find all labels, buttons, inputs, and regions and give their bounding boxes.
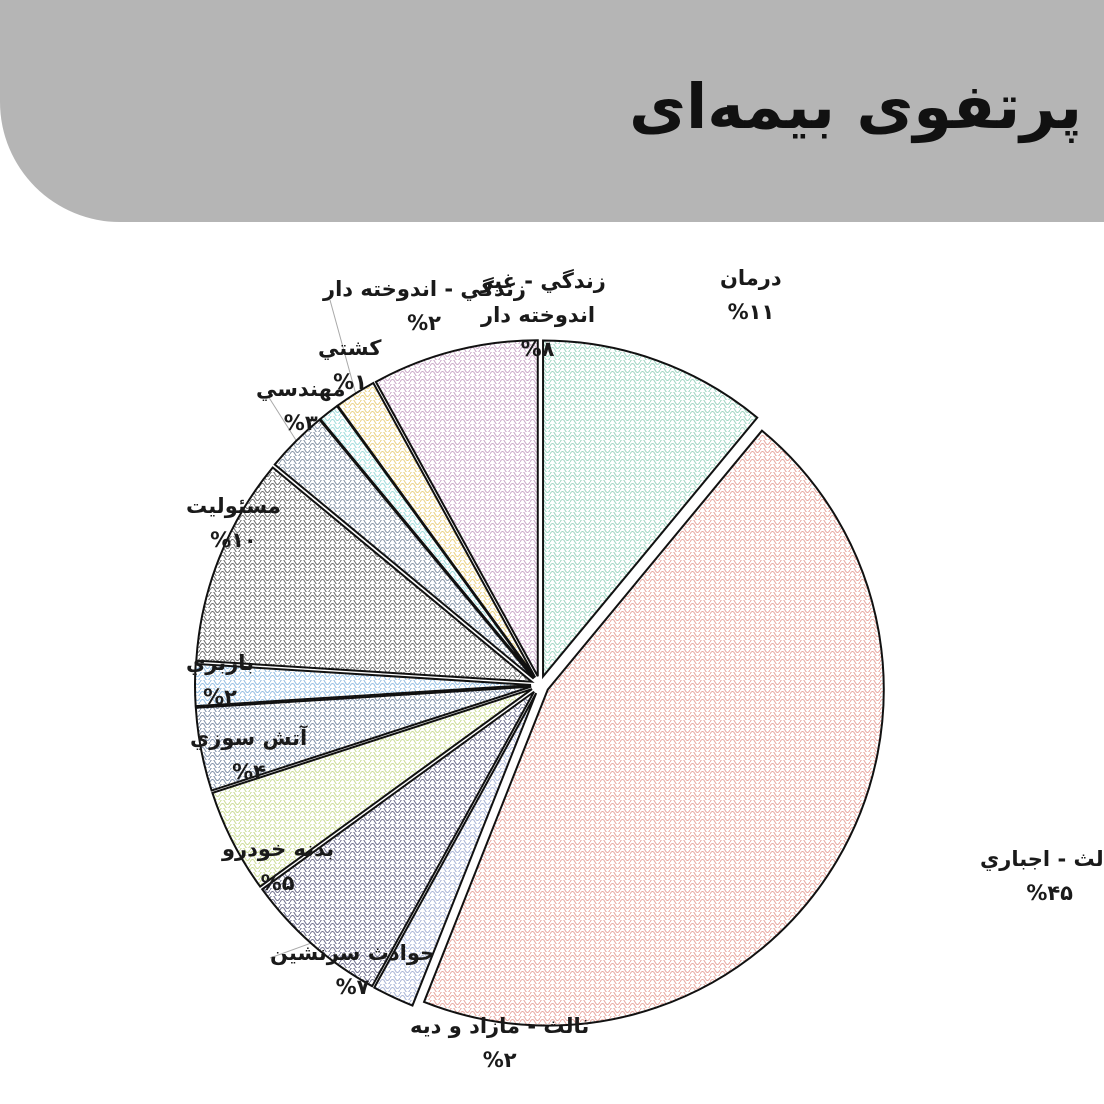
pie-slice <box>273 418 535 680</box>
pie-slice <box>195 466 535 683</box>
leader-line <box>269 941 314 959</box>
page-title: پرتفوی بیمه‌ای <box>629 70 1083 143</box>
pie-slice <box>372 692 538 1007</box>
slice-label: حوادث سرنشين <box>270 941 435 965</box>
pie-slice <box>194 685 532 792</box>
slice-label: زندگي - اندوخته دار <box>322 276 526 301</box>
slice-label: مسئوليت <box>186 494 281 518</box>
header-band <box>0 0 1104 222</box>
pie-slice <box>194 662 532 708</box>
data-label: %۱ <box>333 370 367 394</box>
data-label: %۱۰ <box>210 528 257 552</box>
data-label: %۵ <box>261 871 295 895</box>
slice-label: ثالث - اجباري <box>980 847 1104 872</box>
slice-label: باربري <box>186 651 254 676</box>
data-label: %۲ <box>407 311 441 335</box>
data-label: %۴۵ <box>1026 881 1073 905</box>
slice-label: درمان <box>720 266 782 290</box>
leader-line <box>267 395 298 443</box>
pie-slice <box>374 339 539 677</box>
pie-labels: درمان %۱۱ ثالث - اجباري %۴۵ ثالث - مازاد و د… <box>186 266 1104 1072</box>
data-label: %۸ <box>521 337 555 361</box>
slice-label: بدنه خودرو <box>221 837 334 861</box>
data-label: %۱۱ <box>728 300 775 324</box>
data-label: %۷ <box>336 975 370 999</box>
leader-line <box>329 299 357 396</box>
data-label: %۴ <box>232 760 266 784</box>
data-label: %۳ <box>284 411 318 435</box>
pie-slice <box>422 429 885 1027</box>
slice-label: كشتي <box>318 336 382 360</box>
slice-label: زندگي - غير <box>480 268 606 293</box>
slice-label: مهندسي <box>256 377 345 401</box>
pie-slice <box>542 339 759 680</box>
slice-label: آتش سوزي <box>190 725 308 751</box>
pie-slices <box>194 339 885 1027</box>
pie-slice <box>260 690 535 988</box>
data-label: %۲ <box>483 1048 517 1072</box>
data-label: %۲ <box>203 685 237 709</box>
pie-slice <box>336 381 537 678</box>
slice-label: ثالث - مازاد و ديه <box>410 1014 589 1038</box>
pie-slice <box>211 688 533 888</box>
slice-label: اندوخته دار <box>480 303 595 327</box>
